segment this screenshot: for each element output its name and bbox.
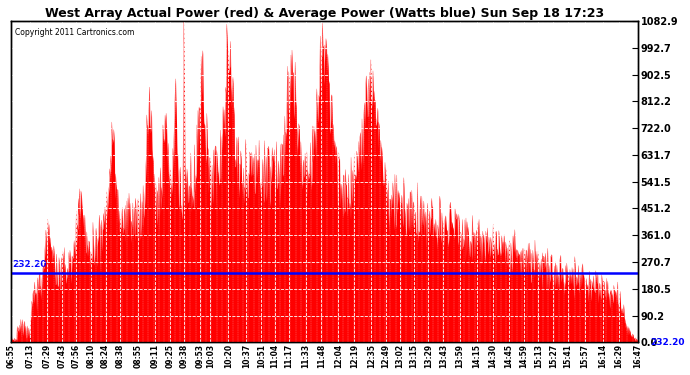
Text: 232.20: 232.20 [12,260,47,269]
Text: Copyright 2011 Cartronics.com: Copyright 2011 Cartronics.com [14,27,134,36]
Text: 232.20: 232.20 [651,338,685,347]
Title: West Array Actual Power (red) & Average Power (Watts blue) Sun Sep 18 17:23: West Array Actual Power (red) & Average … [45,7,604,20]
